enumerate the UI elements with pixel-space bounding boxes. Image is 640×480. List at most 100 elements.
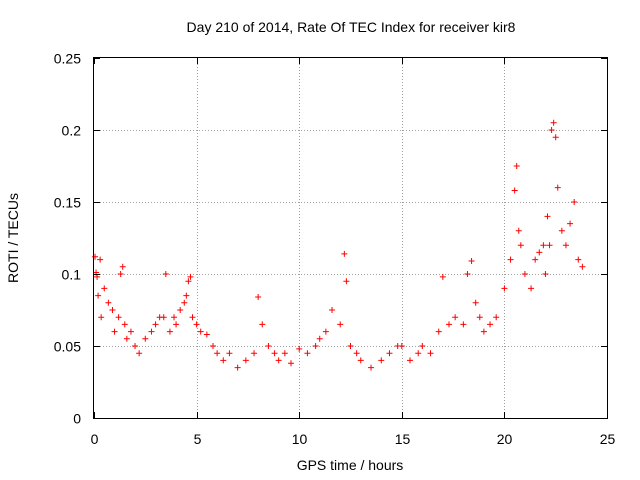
data-point — [487, 321, 494, 328]
data-point — [296, 345, 303, 352]
data-point — [329, 307, 336, 313]
data-point — [177, 307, 184, 313]
data-point — [226, 350, 233, 357]
data-point — [398, 343, 405, 349]
grid-lines — [94, 58, 607, 418]
data-point — [183, 292, 190, 299]
x-tick-label: 5 — [194, 431, 202, 447]
data-point — [501, 285, 508, 292]
data-point — [322, 328, 329, 335]
data-point — [548, 127, 555, 133]
data-point — [452, 314, 459, 321]
y-tick-label: 0 — [73, 411, 81, 427]
data-point — [171, 314, 178, 321]
data-point — [415, 350, 422, 357]
data-point — [189, 314, 196, 321]
data-point — [275, 357, 282, 364]
data-point — [472, 299, 479, 306]
data-point — [119, 263, 126, 270]
x-tick-label: 10 — [292, 431, 308, 447]
data-point — [536, 249, 543, 256]
data-point — [544, 213, 551, 220]
data-point — [386, 350, 393, 357]
data-point — [493, 314, 500, 321]
data-point — [347, 343, 354, 349]
data-point — [160, 314, 167, 321]
data-point — [95, 292, 102, 299]
axis-ticks: 0 0.05 0.1 0.15 0.2 0.25 0 5 10 15 20 25 — [54, 51, 616, 448]
data-point — [203, 331, 210, 338]
data-point — [357, 357, 364, 364]
data-point — [476, 314, 483, 321]
y-tick-label: 0.25 — [54, 51, 81, 67]
data-point — [181, 299, 188, 306]
x-tick-label: 15 — [395, 431, 411, 447]
data-point — [210, 343, 217, 349]
data-point — [567, 220, 574, 227]
data-point — [439, 273, 446, 280]
data-point — [513, 163, 520, 169]
data-point — [255, 294, 262, 301]
data-point — [242, 357, 249, 364]
x-tick-label: 20 — [497, 431, 513, 447]
y-tick-label: 0.15 — [54, 195, 81, 211]
data-point — [427, 350, 434, 357]
data-point — [117, 271, 124, 277]
y-tick-label: 0.2 — [62, 123, 82, 139]
y-tick-label: 0.05 — [54, 339, 81, 355]
data-point — [136, 350, 143, 357]
data-point — [197, 328, 204, 335]
data-point — [528, 285, 535, 292]
data-point — [111, 328, 118, 335]
data-point — [271, 350, 278, 357]
data-point — [115, 314, 122, 321]
data-point — [92, 253, 99, 260]
data-point — [265, 343, 272, 349]
data-point — [312, 343, 319, 349]
data-point — [193, 321, 200, 328]
x-tick-label: 0 — [91, 431, 99, 447]
data-point — [540, 242, 547, 249]
data-point — [460, 321, 467, 328]
data-point — [542, 271, 549, 277]
data-point — [259, 321, 266, 328]
data-point — [575, 256, 582, 263]
data-points — [92, 119, 586, 371]
data-point — [121, 321, 128, 328]
data-point — [132, 343, 139, 349]
data-point — [511, 187, 518, 194]
data-point — [148, 328, 155, 335]
data-point — [445, 321, 452, 328]
data-point — [142, 335, 149, 342]
data-point — [378, 357, 385, 364]
plot-frame — [93, 57, 608, 419]
data-point — [337, 321, 344, 328]
data-point — [532, 256, 539, 263]
data-point — [517, 242, 524, 249]
data-point — [105, 299, 112, 306]
data-point — [507, 256, 514, 263]
data-point — [435, 328, 442, 335]
data-point — [127, 328, 134, 335]
data-point — [552, 134, 559, 141]
data-point — [185, 278, 192, 285]
data-point — [287, 360, 294, 367]
data-point — [554, 184, 561, 191]
data-point — [162, 271, 169, 277]
data-point — [419, 343, 426, 349]
data-point — [109, 307, 116, 313]
data-point — [341, 250, 348, 257]
data-point — [98, 314, 105, 321]
data-point — [316, 335, 323, 342]
data-point — [152, 321, 159, 328]
data-point — [571, 199, 578, 205]
data-point — [123, 335, 130, 342]
data-point — [234, 364, 241, 371]
data-point — [343, 278, 350, 285]
data-point — [562, 242, 569, 249]
chart-title: Day 210 of 2014, Rate Of TEC Index for r… — [187, 19, 516, 35]
y-tick-label: 0.1 — [62, 267, 82, 283]
data-point — [281, 350, 288, 357]
data-point — [368, 364, 375, 371]
